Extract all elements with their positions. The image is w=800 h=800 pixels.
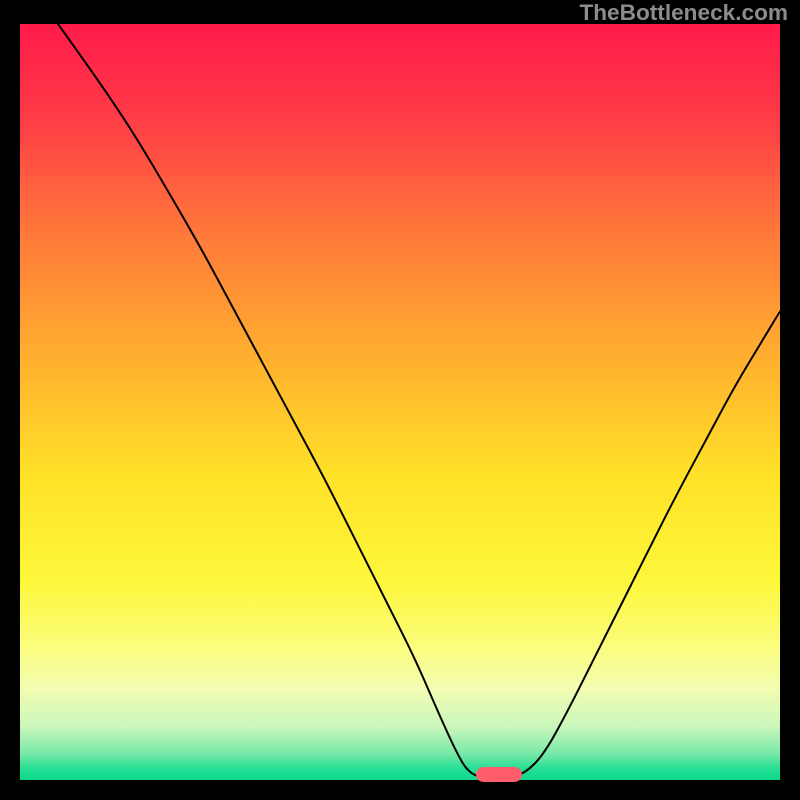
plot-area [20,24,780,780]
bottleneck-curve [20,24,780,780]
optimum-marker [476,767,522,782]
chart-frame: TheBottleneck.com [0,0,800,800]
attribution-text: TheBottleneck.com [579,0,788,26]
